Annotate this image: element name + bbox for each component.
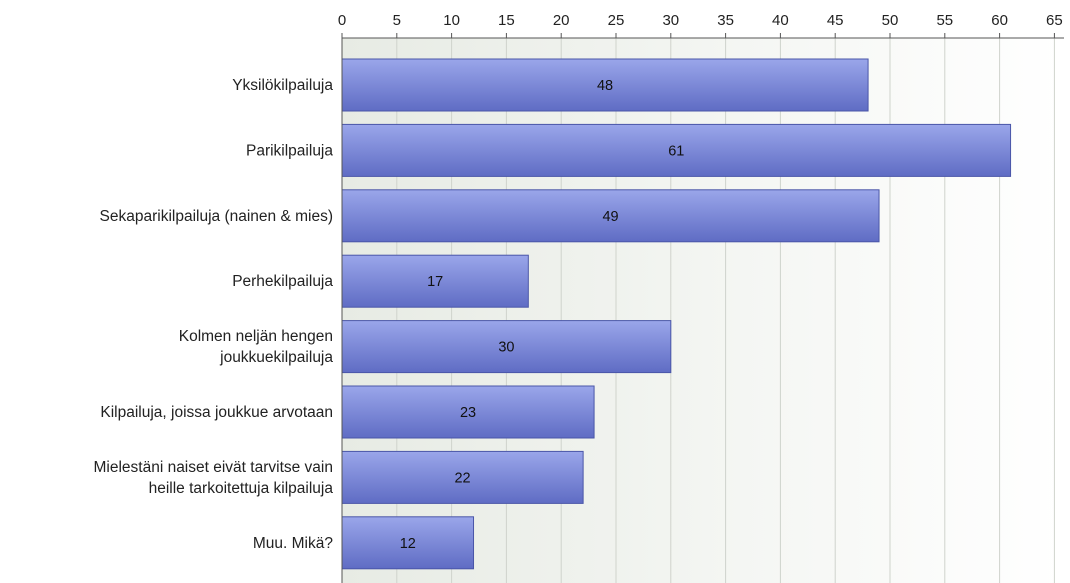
x-axis-ticks: 0 5 10 15 20 25 30 35 40 45 50 55 60 65 xyxy=(338,12,1063,38)
data-label: 48 xyxy=(597,78,613,94)
x-tick-label: 60 xyxy=(991,12,1008,29)
bar xyxy=(341,189,880,243)
bar xyxy=(341,320,672,374)
category-label: Sekaparikilpailuja (nainen & mies) xyxy=(100,208,333,225)
data-label: 30 xyxy=(498,340,514,356)
bar xyxy=(341,123,1012,177)
category-label: Yksilökilpailuja xyxy=(232,77,333,94)
category-label: Parikilpailuja xyxy=(246,142,333,159)
x-tick-label: 50 xyxy=(882,12,899,29)
x-tick-label: 35 xyxy=(717,12,734,29)
category-label: Perhekilpailuja xyxy=(232,273,333,290)
x-tick-label: 20 xyxy=(553,12,570,29)
data-label: 12 xyxy=(400,536,416,552)
x-tick-label: 55 xyxy=(936,12,953,29)
bar xyxy=(341,450,584,504)
category-label: Mielestäni naiset eivät tarvitse vain hei… xyxy=(93,459,333,497)
data-label: 23 xyxy=(460,405,476,421)
bar xyxy=(341,254,529,308)
bars: 48 61 49 17 30 23 22 12 xyxy=(341,58,1012,570)
data-label: 61 xyxy=(668,143,684,159)
category-labels: Yksilökilpailuja Parikilpailuja Sekapariki… xyxy=(93,77,333,552)
x-tick-label: 45 xyxy=(827,12,844,29)
x-tick-label: 15 xyxy=(498,12,515,29)
bar xyxy=(341,58,869,112)
category-label: Kilpailuja, joissa joukkue arvotaan xyxy=(100,404,333,421)
x-tick-label: 30 xyxy=(662,12,679,29)
category-label: Kolmen neljän hengen joukkuekilpailuja xyxy=(179,328,334,366)
x-tick-label: 0 xyxy=(338,12,346,29)
x-tick-label: 40 xyxy=(772,12,789,29)
data-label: 49 xyxy=(602,209,618,225)
axes xyxy=(341,37,1064,583)
data-label: 17 xyxy=(427,274,443,290)
x-tick-label: 5 xyxy=(393,12,401,29)
category-label: Muu. Mikä? xyxy=(253,535,333,552)
x-tick-label: 25 xyxy=(608,12,625,29)
x-tick-label: 65 xyxy=(1046,12,1063,29)
bar xyxy=(341,516,475,570)
bar xyxy=(341,385,595,439)
data-label: 22 xyxy=(454,470,470,486)
x-tick-label: 10 xyxy=(443,12,460,29)
